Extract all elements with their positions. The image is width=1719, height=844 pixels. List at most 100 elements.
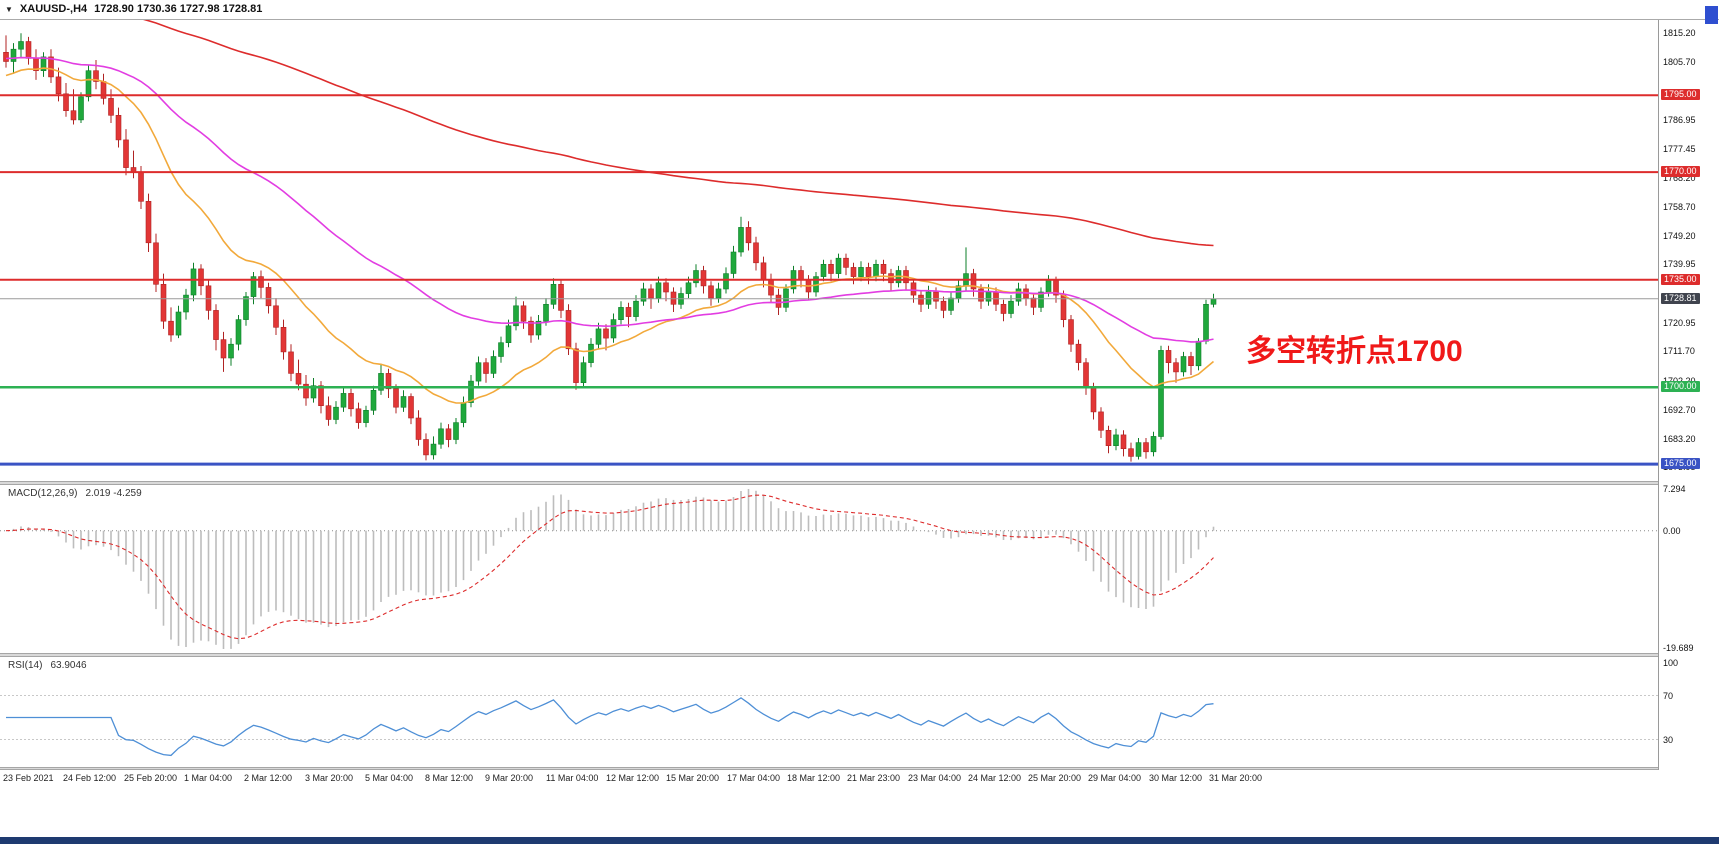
- bear-candle: [753, 242, 759, 264]
- time-axis-label: 12 Mar 12:00: [606, 773, 660, 783]
- bull-candle: [1210, 298, 1217, 305]
- scroll-marker[interactable]: [1705, 6, 1718, 24]
- time-axis-label: 31 Mar 20:00: [1209, 773, 1263, 783]
- bear-candle: [1000, 303, 1007, 314]
- bull-candle: [640, 288, 647, 302]
- macd-panel: [0, 489, 1658, 649]
- main-chart: [0, 20, 1658, 466]
- bear-candle: [303, 383, 309, 399]
- level-price-badge: 1795.00: [1661, 89, 1700, 100]
- bear-candle: [1143, 442, 1149, 453]
- bull-candle: [243, 296, 249, 320]
- bear-candle: [280, 326, 287, 353]
- bull-candle: [10, 48, 17, 62]
- time-axis-label: 9 Mar 20:00: [485, 773, 534, 783]
- bull-candle: [370, 389, 377, 411]
- bull-candle: [820, 264, 827, 277]
- price-axis-label: 1805.70: [1663, 57, 1696, 67]
- bear-candle: [3, 51, 9, 62]
- bear-candle: [603, 328, 609, 339]
- bull-candle: [310, 385, 317, 399]
- bear-candle: [265, 287, 272, 307]
- bull-candle: [18, 41, 24, 50]
- collapse-triangle-icon[interactable]: ▼: [5, 4, 13, 14]
- bear-candle: [63, 93, 69, 112]
- bull-candle: [633, 300, 639, 317]
- bear-candle: [940, 300, 947, 311]
- bear-candle: [1068, 319, 1074, 345]
- bear-candle: [1090, 386, 1097, 413]
- bull-candle: [438, 428, 444, 445]
- bull-candle: [715, 288, 722, 299]
- rsi-value: 63.9046: [50, 660, 87, 671]
- bull-candle: [1158, 350, 1164, 437]
- bear-candle: [775, 294, 782, 308]
- bear-candle: [445, 428, 452, 440]
- bull-candle: [693, 270, 699, 284]
- time-axis-label: 23 Feb 2021: [3, 773, 54, 783]
- rsi-axis-label: 70: [1663, 691, 1674, 701]
- bull-candle: [535, 320, 542, 336]
- bear-candle: [670, 291, 677, 305]
- bull-candle: [1150, 436, 1157, 453]
- panel-separator-main-macd[interactable]: [0, 481, 1719, 485]
- bull-candle: [985, 291, 992, 302]
- bull-candle: [738, 227, 744, 253]
- bear-candle: [933, 291, 939, 302]
- price-axis-label: 1768.20: [1663, 173, 1696, 183]
- bear-candle: [93, 70, 99, 82]
- bear-candle: [520, 305, 527, 322]
- bear-candle: [213, 310, 219, 340]
- macd-values: 2.019 -4.259: [85, 488, 142, 499]
- bear-candle: [325, 405, 332, 420]
- bear-candle: [625, 307, 632, 317]
- chart-top-border: [0, 19, 1719, 20]
- bull-candle: [1015, 288, 1022, 302]
- price-axis-label: 1777.45: [1663, 144, 1696, 154]
- bull-candle: [1195, 340, 1202, 367]
- panel-separator-rsi-timeaxis[interactable]: [0, 767, 1719, 770]
- rsi-panel: [0, 695, 1658, 757]
- bull-candle: [190, 268, 197, 296]
- bull-candle: [175, 311, 182, 336]
- bull-candle: [610, 319, 617, 339]
- bull-candle: [1045, 279, 1052, 293]
- bull-candle: [595, 328, 602, 345]
- moving-average-medium: [5, 56, 1214, 343]
- bear-candle: [1075, 343, 1082, 363]
- bull-candle: [685, 282, 692, 294]
- bull-candle: [730, 251, 737, 274]
- bear-candle: [865, 267, 872, 277]
- panel-separator-macd-rsi[interactable]: [0, 653, 1719, 657]
- bear-candle: [1173, 362, 1179, 373]
- time-axis-label: 1 Mar 04:00: [184, 773, 233, 783]
- bull-candle: [948, 297, 954, 311]
- bear-candle: [355, 408, 362, 423]
- bear-candle: [288, 351, 294, 374]
- bull-candle: [235, 319, 242, 345]
- time-axis-label: 21 Mar 23:00: [847, 773, 901, 783]
- time-axis-label: 15 Mar 20:00: [666, 773, 720, 783]
- bear-candle: [145, 201, 152, 244]
- level-price-badge: 1770.00: [1661, 166, 1700, 177]
- bear-candle: [160, 283, 167, 322]
- time-axis-label: 24 Feb 12:00: [63, 773, 117, 783]
- moving-average-slow: [143, 20, 1214, 247]
- bear-candle: [48, 56, 54, 78]
- price-axis[interactable]: 1815.20 1805.70 1786.95 1777.45 1768.20 1758.…: [1658, 20, 1719, 770]
- rsi-line: [6, 697, 1214, 757]
- bear-candle: [760, 262, 767, 281]
- bear-candle: [798, 270, 804, 280]
- bear-candle: [198, 268, 204, 287]
- bull-candle: [543, 303, 549, 322]
- rsi-axis-label: 100: [1663, 658, 1679, 668]
- bull-candle: [858, 267, 864, 277]
- bear-candle: [1128, 448, 1134, 457]
- bull-candle: [40, 56, 47, 72]
- macd-axis-min: -19.689: [1663, 643, 1694, 653]
- bear-candle: [828, 264, 834, 274]
- bear-candle: [888, 273, 894, 284]
- bear-candle: [153, 242, 159, 285]
- bull-candle: [453, 422, 459, 440]
